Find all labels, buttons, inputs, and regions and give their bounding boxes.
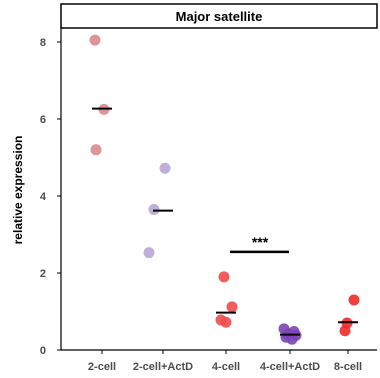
chart-title: Major satellite [176,9,263,24]
x-tick-label: 8-cell [334,361,362,373]
data-point [90,144,102,156]
data-point [286,333,298,345]
y-tick-label: 4 [40,191,47,203]
data-point [220,316,232,328]
x-tick-label: 2-cell+ActD [133,361,193,373]
y-tick-label: 2 [40,268,46,280]
data-point [226,301,238,313]
title-strip [60,3,378,29]
x-tick-label: 4-cell+ActD [260,361,320,373]
y-tick-label: 6 [40,114,46,126]
x-tick-label: 2-cell [88,361,116,373]
data-point [339,325,351,337]
y-axis-label: relative expression [11,136,25,245]
mean-lines [92,107,358,336]
x-tick-label: 4-cell [212,361,240,373]
data-point [159,162,171,174]
data-point [148,203,160,215]
significance-label: *** [252,234,269,250]
data-point [218,271,230,283]
y-tick-label: 0 [40,345,46,357]
y-ticks: 0 2 4 6 8 [40,37,61,357]
significance-annotation: *** [230,234,289,254]
data-point [89,34,101,46]
data-point [143,247,155,259]
data-point [348,294,360,306]
data-points [89,34,360,345]
y-tick-label: 8 [40,37,46,49]
x-ticks: 2-cell 2-cell+ActD 4-cell 4-cell+ActD 8-cell [88,350,362,373]
